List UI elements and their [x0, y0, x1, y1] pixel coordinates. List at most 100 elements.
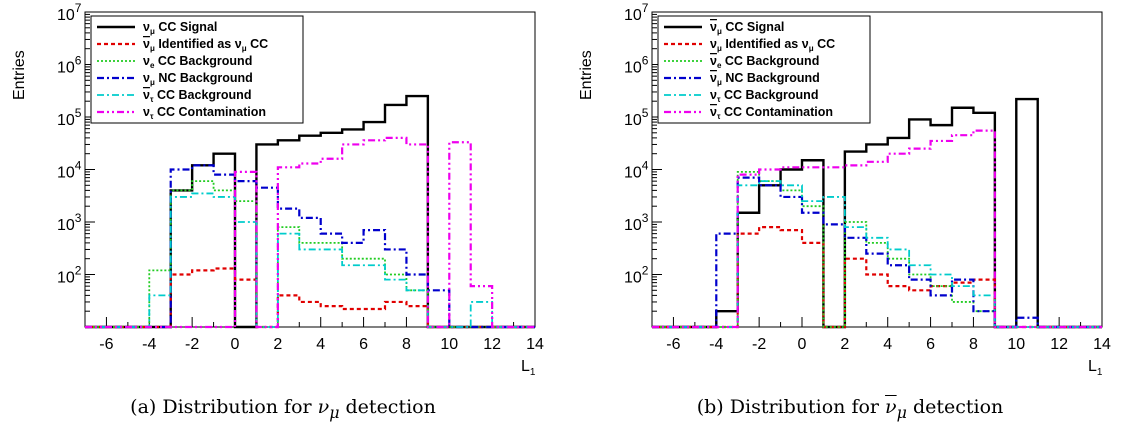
caption-b-suffix: detection	[906, 396, 1004, 418]
legend-entry: νμ NC Background	[143, 71, 253, 87]
x-tick-label: 2	[840, 336, 849, 353]
legend-nu: ν	[710, 105, 717, 119]
legend-label: CC Signal	[722, 20, 785, 34]
y-tick-base: 10	[57, 60, 75, 77]
y-tick-label: 107	[624, 1, 649, 24]
legend-nu-sub: τ	[150, 95, 154, 104]
histogram-series-2	[85, 180, 535, 328]
x-tick-label: 10	[1007, 336, 1025, 353]
caption-b-prefix: (b) Distribution for	[696, 396, 886, 418]
x-tick-label: -6	[666, 336, 680, 353]
x-tick-label: 10	[440, 336, 458, 353]
legend-nu-sub: μ	[717, 27, 722, 36]
legend-label-sub: μ	[809, 44, 814, 53]
y-tick-exp: 6	[642, 54, 649, 68]
x-axis-label: L1	[1088, 358, 1103, 378]
histogram-chart-a: -6 -4 -2 0 2 4 6 8 10 12 14102103104105106107Entri…	[11, 1, 544, 378]
y-tick-label: 105	[624, 106, 649, 129]
legend-entry: νe CC Background	[143, 54, 252, 70]
y-tick-base: 10	[624, 112, 642, 129]
legend-label-tail: CC	[814, 37, 836, 51]
x-tick-label: 2	[273, 336, 282, 353]
y-tick-label: 105	[57, 106, 82, 129]
legend-label: CC Contamination	[721, 105, 834, 119]
y-tick-base: 10	[624, 165, 642, 182]
legend-entry: νμ CC Signal	[143, 20, 217, 36]
legend-nu: ν	[143, 88, 150, 102]
legend-label: CC Background	[721, 88, 819, 102]
legend-label-sub: μ	[242, 44, 247, 53]
y-tick-base: 10	[624, 7, 642, 24]
histogram-chart-b: -6 -4 -2 0 2 4 6 8 10 12 14102103104105106107Entri…	[578, 1, 1111, 378]
y-tick-exp: 5	[642, 106, 649, 120]
legend-nu-sub: e	[150, 61, 155, 70]
y-tick-base: 10	[624, 60, 642, 77]
legend-entry: νμ CC Signal	[710, 20, 784, 36]
y-tick-exp: 2	[75, 264, 82, 278]
y-tick-exp: 2	[642, 264, 649, 278]
y-tick-label: 106	[57, 54, 82, 77]
caption-a-suffix: detection	[339, 396, 436, 418]
legend-nu-sub: μ	[150, 27, 155, 36]
y-axis-label: Entries	[11, 50, 28, 100]
legend-nu: ν	[143, 71, 150, 85]
caption-b: (b) Distribution for νμ detection	[567, 396, 1133, 422]
legend-nu: ν	[710, 88, 717, 102]
legend-nu: ν	[143, 37, 150, 51]
y-tick-exp: 3	[75, 211, 82, 225]
x-axis-label: L1	[521, 358, 536, 378]
y-tick-label: 104	[57, 159, 82, 182]
caption-b-nu: ν	[885, 396, 897, 418]
x-tick-label: 12	[483, 336, 501, 353]
y-tick-exp: 5	[75, 106, 82, 120]
legend-nu-sub: μ	[717, 78, 722, 87]
x-axis-label-sub: 1	[1097, 367, 1103, 378]
caption-a: (a) Distribution for νμ detection	[0, 396, 566, 422]
y-tick-label: 107	[57, 1, 82, 24]
y-tick-exp: 7	[75, 1, 82, 15]
histogram-series-4	[85, 192, 535, 328]
panel-b: -6 -4 -2 0 2 4 6 8 10 12 14 102 103 104 105 106 107 Entri…	[567, 0, 1133, 436]
legend-nu: ν	[710, 71, 717, 85]
y-tick-exp: 6	[75, 54, 82, 68]
legend-label: CC Background	[154, 88, 252, 102]
legend-label: NC Background	[155, 71, 253, 85]
y-tick-exp: 4	[642, 159, 649, 173]
y-tick-base: 10	[57, 165, 75, 182]
y-tick-exp: 3	[642, 211, 649, 225]
histogram-series-5	[85, 136, 535, 329]
x-tick-label: 6	[926, 336, 935, 353]
legend-nu-sub: τ	[717, 95, 721, 104]
legend-entry: νμ NC Background	[710, 71, 820, 87]
caption-a-symbol: νμ	[317, 396, 340, 422]
y-tick-base: 10	[57, 270, 75, 287]
x-tick-label: -4	[142, 336, 156, 353]
y-tick-label: 103	[624, 211, 649, 234]
x-axis-label-sub: 1	[530, 367, 536, 378]
legend-nu: ν	[710, 37, 717, 51]
legend-box	[657, 15, 871, 124]
y-tick-label: 102	[57, 264, 82, 287]
y-tick-label: 102	[624, 264, 649, 287]
legend-nu: ν	[710, 54, 717, 68]
caption-a-nu: ν	[317, 396, 330, 418]
x-tick-label: 6	[359, 336, 368, 353]
legend-nu: ν	[143, 105, 150, 119]
legend-nu-sub: τ	[717, 112, 721, 121]
y-tick-exp: 4	[75, 159, 82, 173]
legend-entry: νe CC Background	[710, 54, 819, 70]
legend-nu: ν	[143, 20, 150, 34]
caption-b-symbol: νμ	[885, 396, 907, 422]
x-tick-label: 0	[231, 336, 240, 353]
y-tick-label: 104	[624, 159, 649, 182]
legend-nu: ν	[710, 20, 717, 34]
y-tick-label: 103	[57, 211, 82, 234]
x-tick-label: 8	[402, 336, 411, 353]
legend-label: Identified as ν	[722, 37, 809, 51]
legend-label: NC Background	[722, 71, 820, 85]
caption-a-nu-sub: μ	[329, 402, 340, 422]
x-tick-label: 14	[526, 336, 544, 353]
x-tick-label: 8	[969, 336, 978, 353]
legend-label: CC Contamination	[154, 105, 267, 119]
y-tick-label: 106	[624, 54, 649, 77]
